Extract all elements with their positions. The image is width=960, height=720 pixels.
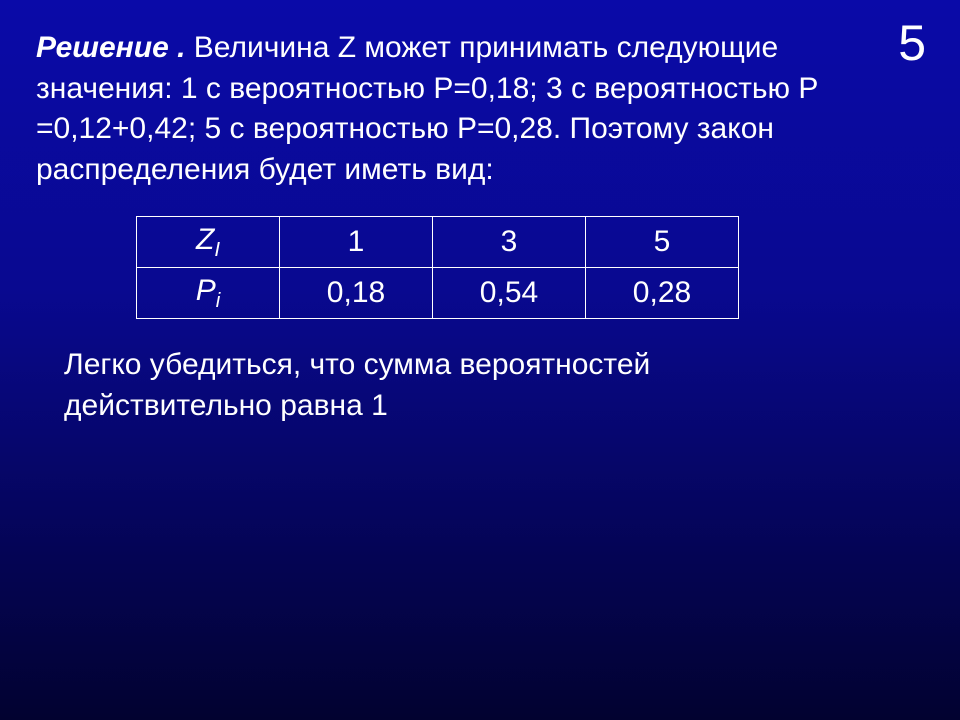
- page-number: 5: [898, 14, 926, 72]
- table-cell: 5: [586, 217, 739, 268]
- solution-lead: Решение .: [36, 31, 194, 64]
- header-base: Z: [196, 223, 214, 256]
- header-sub: I: [214, 239, 220, 261]
- distribution-table: ZI 1 3 5 Pi 0,18 0,54 0,28: [136, 216, 739, 319]
- row-header-z: ZI: [137, 217, 280, 268]
- footer-paragraph: Легко убедиться, что сумма вероятностей …: [64, 345, 844, 426]
- table-cell: 1: [280, 217, 433, 268]
- solution-paragraph: Решение . Величина Z может принимать сле…: [36, 28, 856, 190]
- table-row: Pi 0,18 0,54 0,28: [137, 268, 739, 319]
- table-cell: 0,28: [586, 268, 739, 319]
- table-cell: 0,18: [280, 268, 433, 319]
- row-header-p: Pi: [137, 268, 280, 319]
- table-row: ZI 1 3 5: [137, 217, 739, 268]
- header-sub: i: [216, 290, 221, 312]
- table-cell: 0,54: [433, 268, 586, 319]
- slide: 5 Решение . Величина Z может принимать с…: [0, 0, 960, 720]
- header-base: P: [196, 274, 216, 307]
- table-cell: 3: [433, 217, 586, 268]
